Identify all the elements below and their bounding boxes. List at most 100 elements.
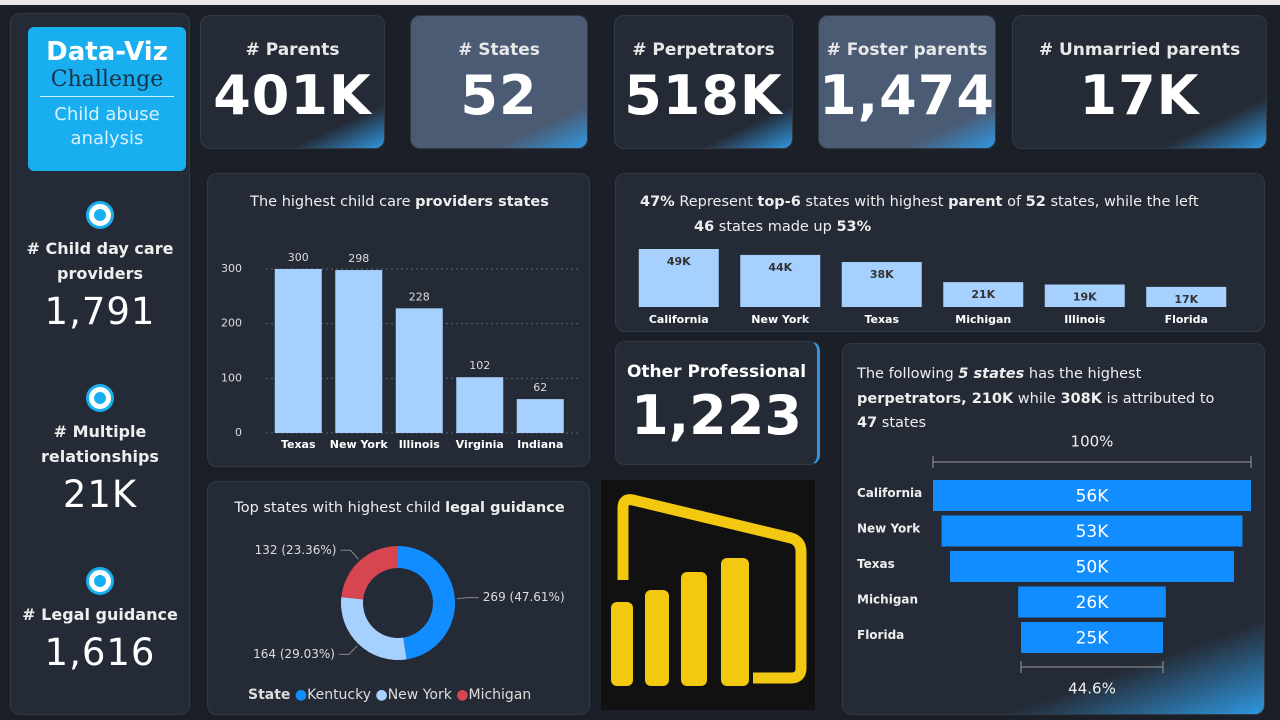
bar	[740, 254, 821, 307]
logo-caption: Child abuse analysis	[54, 104, 160, 149]
kpi-value: 1,223	[631, 384, 802, 447]
category-label: Florida	[857, 628, 904, 642]
bar	[395, 308, 443, 433]
kpi-card: # Foster parents 1,474	[818, 15, 996, 149]
data-label: 26K	[1076, 593, 1110, 613]
title-segment: 210K	[971, 390, 1014, 407]
title-segment: of	[1002, 194, 1026, 210]
chart-svg: 269 (47.61%) 164 (29.03%) 132 (23.36%) Stat…	[248, 543, 565, 703]
legend: State ●Kentucky ●New York ●Michigan	[248, 687, 531, 703]
title-segment: 46	[694, 219, 715, 235]
power-bi-logo	[601, 480, 815, 710]
providers-chart-card: The highest child care providers states 0…	[207, 173, 590, 467]
logo: Data-Viz Challenge Child abuse analysis	[28, 27, 186, 171]
title-segment: Represent	[674, 194, 758, 210]
title-segment: perpetrators,	[857, 390, 972, 407]
data-label: 102	[469, 359, 490, 372]
kpi-label: # Parents	[245, 40, 340, 60]
x-tick-label: Illinois	[1064, 313, 1106, 326]
legend-label: New York	[388, 687, 453, 703]
x-tick-label: Florida	[1165, 313, 1208, 326]
kpi-card: # States 52	[410, 15, 588, 149]
y-tick-label: 100	[221, 371, 242, 384]
legend-label: Kentucky	[307, 687, 371, 703]
y-tick-label: 0	[235, 426, 242, 439]
title-segment: Top states with highest child	[234, 500, 446, 516]
chart-title: The highest child care providers states	[208, 194, 589, 210]
category-label: New York	[857, 522, 921, 536]
x-tick-label: Illinois	[399, 438, 441, 451]
data-label: 164 (29.03%)	[253, 647, 335, 661]
kpi-label: # States	[458, 40, 540, 60]
funnel-top-label: 100%	[1071, 433, 1114, 451]
title-segment: 308K	[1060, 390, 1102, 407]
kpi-card: # Perpetrators 518K	[614, 15, 793, 149]
logo-bar	[721, 558, 749, 686]
other-professional-card: Other Professional 1,223	[615, 341, 820, 465]
funnel-bar	[1018, 586, 1166, 618]
title-segment: legal guidance	[445, 500, 565, 516]
funnel-bottom-label: 44.6%	[1068, 680, 1116, 698]
legend-marker: ●	[452, 687, 469, 703]
y-tick-label: 200	[221, 317, 242, 330]
title-segment: 52	[1025, 194, 1046, 210]
kpi-value: 518K	[624, 64, 783, 127]
kpi-label: # Child day care providers	[26, 239, 174, 283]
data-label: 56K	[1076, 487, 1110, 507]
bar	[516, 399, 564, 433]
data-label: 62	[533, 381, 547, 394]
logo-subtitle: Challenge	[40, 67, 174, 97]
title-line: 47% Represent top-6 states with highest …	[640, 190, 1199, 215]
kpi-value: 401K	[213, 64, 372, 127]
title-segment: parent	[948, 194, 1003, 210]
legend-label: Michigan	[468, 687, 531, 703]
logo-title: Data-Viz	[46, 37, 168, 67]
kpi-icon	[89, 570, 111, 592]
donut-slice	[341, 546, 398, 600]
title-segment: has the highest	[1024, 366, 1142, 382]
donut-slice	[398, 546, 456, 660]
chart-title: Top states with highest child legal guid…	[208, 500, 589, 516]
category-label: Michigan	[857, 593, 918, 607]
data-label: 50K	[1076, 558, 1110, 578]
kpi-value: 21K	[62, 473, 138, 516]
kpi-label: # Multiple relationships	[41, 422, 159, 466]
kpi-label: # Legal guidance	[22, 605, 178, 624]
funnel-bar	[933, 480, 1251, 511]
bar	[456, 377, 504, 433]
funnel-bar	[950, 551, 1234, 582]
logo-bar	[681, 572, 707, 686]
leader-line	[340, 549, 359, 560]
kpi-icon	[89, 204, 111, 226]
chart-svg: 100% 56K California 53K New York 50K Texas 26K M…	[857, 433, 1252, 698]
sidebar-kpi: # Multiple relationships 21K	[11, 387, 189, 516]
x-tick-label: California	[649, 313, 709, 326]
chart-title: 47% Represent top-6 states with highest …	[640, 190, 1199, 240]
donut-slice	[341, 597, 407, 660]
kpi-value: 52	[460, 64, 538, 127]
x-tick-label: Indiana	[517, 438, 563, 451]
title-segment: states, while the left	[1045, 194, 1199, 210]
leader-line	[456, 597, 479, 600]
kpi-card: # Unmarried parents 17K	[1012, 15, 1267, 149]
data-label: 19K	[1073, 291, 1097, 304]
kpi-value: 1,474	[819, 64, 995, 127]
funnel-bar	[941, 515, 1243, 547]
kpi-label: # Unmarried parents	[1038, 40, 1241, 60]
data-label: 25K	[1076, 629, 1110, 649]
title-line: The highest child care providers states	[208, 194, 589, 210]
data-label: 269 (47.61%)	[483, 590, 565, 604]
x-tick-label: Texas	[281, 438, 316, 451]
data-label: 132 (23.36%)	[255, 543, 337, 557]
bar	[274, 268, 322, 433]
title-line: 46 states made up 53%	[640, 215, 1199, 240]
title-segment: 47	[857, 415, 878, 431]
kpi-label: Other Professional	[626, 362, 807, 382]
bracket	[932, 456, 1252, 468]
data-label: 17K	[1174, 293, 1198, 306]
data-label: 44K	[768, 261, 792, 274]
x-tick-label: New York	[751, 313, 810, 326]
title-line: perpetrators, 210K while 308K is attribu…	[857, 387, 1214, 412]
funnel-bar	[1021, 622, 1163, 653]
